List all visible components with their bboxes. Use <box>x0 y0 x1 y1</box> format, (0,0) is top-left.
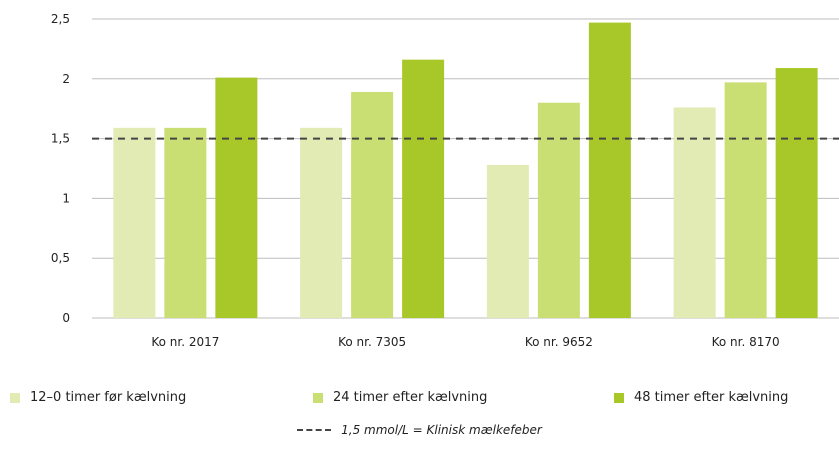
bar <box>537 102 580 318</box>
legend: 12–0 timer før kælvning 24 timer efter k… <box>0 390 839 414</box>
x-category-label: Ko nr. 2017 <box>151 335 219 349</box>
bar <box>351 91 394 319</box>
legend-item-12-0: 12–0 timer før kælvning <box>10 390 186 405</box>
legend-label-12-0: 12–0 timer før kælvning <box>30 390 187 405</box>
bar <box>113 127 156 318</box>
bar <box>724 82 767 318</box>
legend-label-24: 24 timer efter kælvning <box>333 390 488 405</box>
legend-item-24: 24 timer efter kælvning <box>313 390 487 405</box>
y-tick-label: 2,5 <box>51 12 70 26</box>
bar <box>215 77 258 318</box>
bars <box>113 22 818 319</box>
y-tick-label: 1,5 <box>51 132 70 146</box>
reference-line-legend: 1,5 mmol/L = Klinisk mælkefeber <box>0 423 839 437</box>
y-tick-label: 0 <box>62 311 70 325</box>
legend-label-48: 48 timer efter kælvning <box>634 390 789 405</box>
bar <box>775 68 818 318</box>
x-axis-categories: Ko nr. 2017 Ko nr. 7305 Ko nr. 9652 Ko nr. … <box>151 335 779 349</box>
bar <box>164 127 207 318</box>
legend-item-48: 48 timer efter kælvning <box>614 390 788 405</box>
bar <box>402 59 445 318</box>
reference-line-label: 1,5 mmol/L = Klinisk mælkefeber <box>341 423 542 437</box>
x-category-label: Ko nr. 7305 <box>338 335 406 349</box>
x-category-label: Ko nr. 9652 <box>525 335 593 349</box>
legend-swatch-12-0 <box>10 392 20 403</box>
bar <box>486 164 529 318</box>
y-tick-label: 0,5 <box>51 251 70 265</box>
x-category-label: Ko nr. 8170 <box>712 335 780 349</box>
bar-chart: 00,511,522,5 Ko nr. 2017 Ko nr. 7305 Ko nr… <box>51 12 839 349</box>
dashed-line-icon <box>297 429 332 431</box>
legend-swatch-48 <box>614 392 624 403</box>
y-tick-label: 1 <box>62 191 70 205</box>
y-tick-label: 2 <box>62 72 70 86</box>
y-axis-ticks: 0 0,5 1 1,5 2 2,5 <box>51 12 70 325</box>
bar <box>673 107 716 318</box>
bar <box>588 22 631 318</box>
bar <box>300 127 343 318</box>
legend-swatch-24 <box>313 392 323 403</box>
